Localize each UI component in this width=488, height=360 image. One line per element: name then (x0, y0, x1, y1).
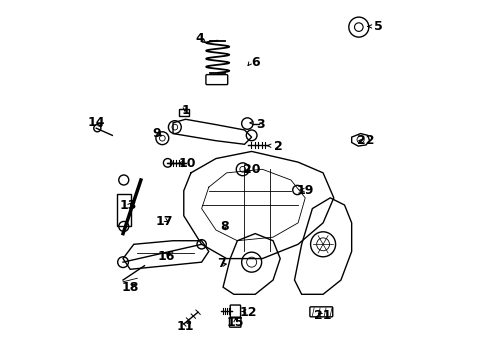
Text: 15: 15 (226, 316, 244, 329)
Polygon shape (123, 241, 208, 269)
Polygon shape (173, 119, 251, 144)
Text: 5: 5 (373, 20, 382, 33)
Text: 1: 1 (181, 104, 189, 117)
Polygon shape (223, 234, 280, 294)
Text: 8: 8 (220, 220, 229, 233)
Text: 14: 14 (87, 116, 105, 129)
Text: 21: 21 (314, 309, 331, 322)
Text: 16: 16 (157, 250, 174, 263)
Text: 11: 11 (177, 320, 194, 333)
Text: 4: 4 (195, 32, 204, 45)
Text: 17: 17 (155, 215, 173, 228)
Text: 3: 3 (256, 118, 264, 131)
Text: 7: 7 (217, 257, 225, 270)
Polygon shape (294, 198, 351, 294)
Text: 13: 13 (120, 198, 137, 212)
Text: 9: 9 (152, 127, 161, 140)
Text: 6: 6 (250, 55, 259, 69)
Text: 18: 18 (121, 281, 139, 294)
Text: 20: 20 (243, 163, 260, 176)
Polygon shape (351, 134, 369, 146)
Text: 19: 19 (296, 184, 313, 197)
Text: 10: 10 (178, 157, 196, 170)
Text: 2: 2 (273, 140, 282, 153)
Text: 12: 12 (239, 306, 256, 319)
Text: 22: 22 (356, 134, 374, 147)
